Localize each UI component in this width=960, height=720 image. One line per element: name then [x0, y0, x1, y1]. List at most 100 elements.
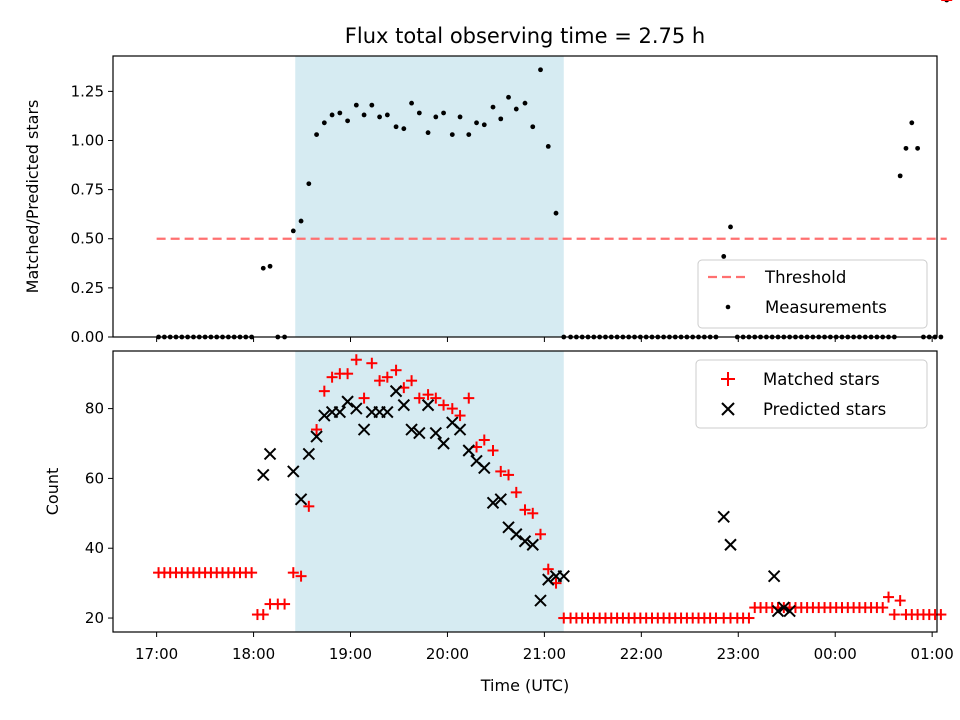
measurement-point — [909, 120, 915, 126]
legend-predicted-swatch — [721, 402, 735, 416]
measurement-point — [938, 334, 944, 340]
top-y-tick-label: 0.50 — [71, 230, 104, 248]
matched-star-point — [390, 364, 402, 376]
predicted-star-point — [518, 535, 532, 548]
measurement-point — [260, 265, 266, 271]
bottom-x-ticks: 17:00 18:00 19:00 20:00 21:00 22:00 23:00 00:00… — [135, 632, 954, 663]
measurement-point — [384, 112, 390, 118]
matched-star-point — [438, 399, 450, 411]
predicted-star-point — [526, 538, 539, 551]
predicted-star-x-b — [542, 573, 555, 586]
predicted-star-x-b — [381, 405, 394, 419]
matched-star-point — [381, 371, 393, 383]
predicted-star-x-b — [429, 426, 443, 440]
measurement-point — [345, 118, 350, 124]
x-tick-label: 19:00 — [329, 645, 372, 663]
matched-star-point — [894, 595, 906, 607]
predicted-star-x-b — [534, 594, 547, 607]
measurement-point — [321, 120, 327, 126]
matched-star-point — [487, 444, 499, 456]
predicted-star-x-b — [294, 493, 308, 506]
matched-star-point — [542, 563, 554, 575]
measurement-point — [545, 143, 551, 149]
predicted-star-x-b — [257, 468, 270, 482]
predicted-star-point — [771, 604, 785, 618]
bottom-y-tick-label: 80 — [85, 400, 104, 418]
predicted-star-point — [421, 398, 435, 412]
measurement-point — [409, 100, 414, 106]
measurement-point — [721, 254, 727, 259]
matched-star-point — [246, 567, 258, 579]
predicted-star-point — [783, 604, 796, 618]
predicted-star-point — [257, 468, 270, 482]
matched-star-point — [287, 567, 299, 579]
measurement-point — [369, 102, 375, 108]
predicted-star-x-b — [357, 423, 371, 436]
measurement-point — [298, 218, 304, 224]
predicted-star-point — [510, 528, 523, 541]
predicted-star-point — [357, 423, 371, 436]
top-legend-box — [697, 259, 928, 329]
matched-star-point — [743, 612, 755, 624]
matched-stars-points — [153, 0, 953, 624]
bottom-y-tick-label: 20 — [85, 609, 104, 627]
measurement-point — [401, 126, 407, 132]
predicted-star-x-b — [526, 538, 539, 551]
predicted-star-point — [350, 402, 363, 415]
matched-star-point — [495, 465, 507, 477]
predicted-star-x-b — [502, 521, 515, 534]
predicted-star-point — [318, 409, 331, 422]
legend-measurements-swatch — [725, 304, 731, 310]
matched-star-point — [877, 602, 889, 614]
x-axis-label: Time (UTC) — [480, 676, 569, 695]
predicted-star-point — [429, 426, 443, 440]
measurement-point — [498, 116, 504, 122]
top-y-ticks: 0.00 0.25 0.50 0.75 1.00 1.25 — [71, 82, 113, 346]
matched-star-point — [463, 392, 475, 404]
predicted-star-point — [381, 405, 394, 419]
predicted-star-point — [462, 444, 475, 457]
chart-title: Flux total observing time = 2.75 h — [345, 24, 705, 48]
matched-star-point — [342, 368, 354, 380]
predicted-star-x-b — [333, 405, 347, 419]
measurement-point — [506, 94, 511, 100]
predicted-star-x-b — [437, 437, 450, 450]
measurement-point — [530, 124, 536, 130]
measurement-point — [433, 114, 439, 120]
predicted-star-point — [777, 601, 791, 614]
measurement-point — [474, 120, 479, 126]
x-tick-label: 00:00 — [814, 645, 857, 663]
top-y-tick-label: 0.75 — [71, 181, 104, 199]
matched-star-point — [350, 354, 362, 366]
x-tick-label: 01:00 — [911, 645, 954, 663]
predicted-star-point — [405, 423, 418, 436]
predicted-star-x-b — [557, 569, 570, 583]
bottom-axes-frame — [112, 350, 938, 633]
predicted-star-x-b — [350, 402, 363, 415]
matched-star-point — [527, 507, 539, 519]
bottom-y-axis-label: Count — [43, 468, 62, 516]
predicted-star-x-b — [518, 535, 532, 548]
measurement-point — [481, 122, 487, 128]
x-tick-label: 22:00 — [620, 645, 663, 663]
measurement-point — [314, 132, 319, 138]
predicted-star-point — [767, 569, 781, 583]
bottom-y-tick-label: 40 — [85, 539, 104, 557]
matched-star-point — [279, 598, 291, 610]
top-legend: Threshold Measurements — [697, 259, 928, 329]
predicted-star-x-b — [783, 604, 796, 618]
matched-star-point — [430, 392, 442, 404]
measurement-point — [466, 132, 472, 138]
measurement-point — [538, 67, 543, 73]
matched-star-point — [535, 528, 547, 540]
measurement-point — [522, 100, 528, 106]
predicted-star-point — [724, 538, 737, 551]
predicted-star-x-b — [486, 496, 500, 510]
bottom-y-ticks: 20 40 60 80 — [85, 400, 113, 627]
predicted-star-point — [437, 437, 450, 450]
predicted-star-x-b — [462, 444, 475, 457]
matched-star-point — [422, 389, 434, 401]
predicted-star-x-b — [318, 409, 331, 422]
predicted-star-point — [341, 395, 354, 408]
